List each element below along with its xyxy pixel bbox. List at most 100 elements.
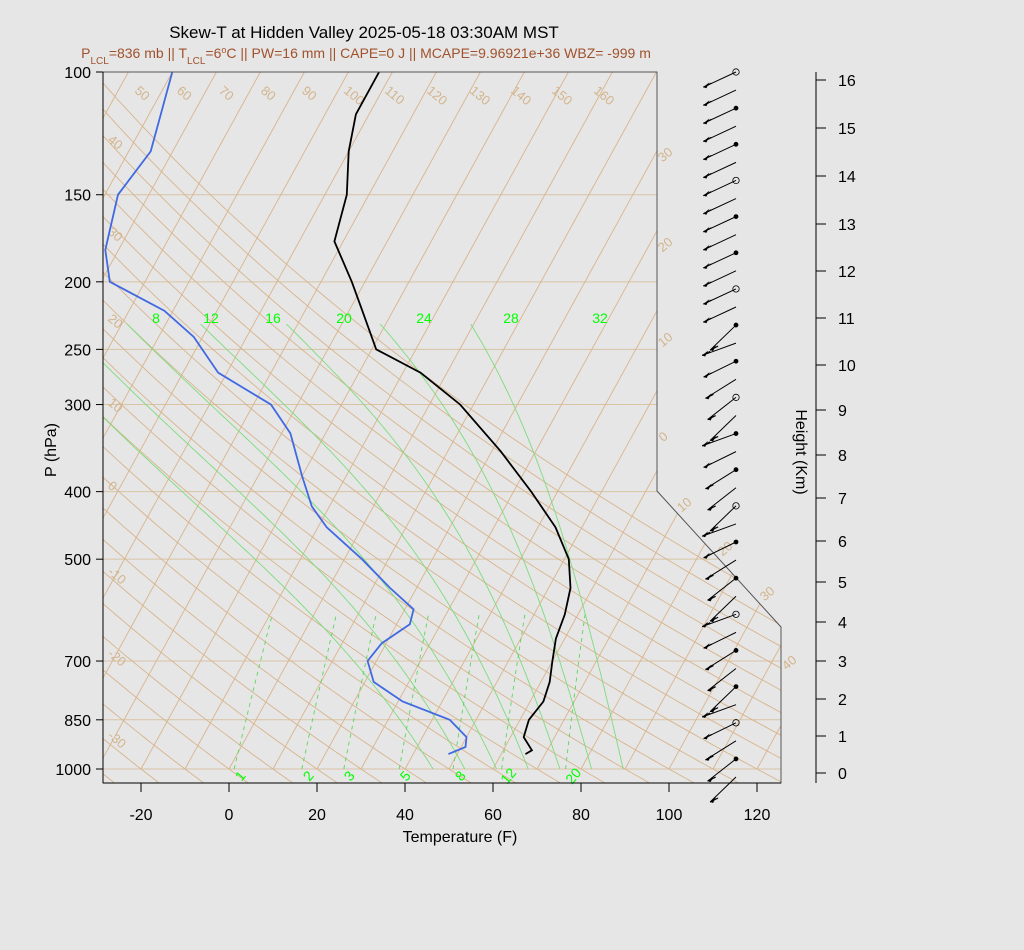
x-tick-label: 100 — [656, 807, 683, 824]
isotherm — [103, 72, 305, 770]
wind-barb — [701, 431, 739, 447]
wind-barbs — [701, 68, 740, 804]
p-tick-label: 500 — [64, 552, 91, 569]
isotherm — [624, 72, 781, 770]
wind-barb — [705, 740, 737, 761]
wind-barb — [701, 610, 740, 628]
isotherm-label: 0 — [656, 428, 671, 444]
p-tick-label: 300 — [64, 398, 91, 415]
height-axis-label: Height (Km) — [792, 409, 809, 494]
moist-adiabat-label: 16 — [265, 310, 281, 326]
isotherm — [103, 72, 437, 770]
wind-barb — [707, 668, 737, 692]
dry-adiabat — [103, 72, 428, 783]
isotherm — [712, 72, 781, 770]
wind-barb — [703, 68, 740, 89]
p-tick-label: 150 — [64, 188, 91, 205]
height-tick-label: 9 — [838, 403, 847, 420]
dry-adiabat — [103, 72, 781, 783]
height-tick-label: 13 — [838, 217, 856, 234]
dry-adiabat — [103, 72, 781, 783]
x-tick-label: 60 — [484, 807, 502, 824]
wind-barb — [703, 306, 737, 324]
isotherm-label: 30 — [757, 583, 778, 604]
height-tick-label: 10 — [838, 358, 856, 375]
dry-adiabat — [103, 72, 781, 783]
dry-adiabat — [103, 72, 781, 783]
wind-barb — [703, 358, 739, 379]
x-tick-label: 120 — [744, 807, 771, 824]
p-tick-label: 200 — [64, 275, 91, 292]
dry-adiabat — [103, 72, 781, 783]
dry-adiabat — [103, 72, 652, 783]
chart-subtitle: PLCL=836 mb || TLCL=6oC || PW=16 mm || C… — [81, 45, 651, 67]
wind-barb — [703, 285, 740, 306]
moist-adiabat — [379, 323, 593, 770]
pressure-axis: 100 150 200 250 300 400 500 700 850 1000 — [55, 65, 104, 783]
isotherm-label: 10 — [674, 494, 695, 515]
moist-adiabat — [126, 323, 497, 770]
dry-adiabat — [103, 72, 781, 783]
wind-barb — [707, 756, 739, 783]
wind-barb — [703, 451, 737, 469]
p-tick-label: 1000 — [55, 762, 91, 779]
moist-adiabat — [103, 323, 434, 770]
dry-adiabat — [103, 72, 781, 783]
p-tick-label: 850 — [64, 713, 91, 730]
profiles — [104, 72, 572, 755]
height-tick-label: 3 — [838, 654, 847, 671]
wind-barb — [701, 704, 737, 719]
wind-barb — [703, 125, 737, 143]
height-tick-label: 4 — [838, 615, 847, 632]
moist-adiabat-label: 8 — [152, 310, 160, 326]
dry-adiabat — [103, 72, 518, 783]
wind-barb — [705, 559, 737, 581]
height-tick-label: 15 — [838, 121, 856, 138]
wind-barb — [703, 141, 739, 161]
wind-barb — [703, 719, 740, 740]
x-tick-label: 0 — [225, 807, 234, 824]
wind-barb — [703, 270, 737, 288]
isotherm — [103, 72, 173, 770]
isotherm-label: 20 — [715, 538, 736, 559]
isotherm — [0, 72, 40, 769]
isotherm — [103, 72, 261, 770]
wind-barb — [701, 342, 737, 357]
isotherm — [103, 72, 393, 770]
height-tick-label: 8 — [838, 448, 847, 465]
wind-barb — [703, 161, 737, 179]
isotherm-label: 40 — [779, 652, 800, 673]
wind-barb — [705, 378, 737, 400]
isotherm — [103, 72, 349, 770]
height-tick-label: 1 — [838, 729, 847, 746]
dry-adiabat — [103, 72, 250, 783]
temperature-profile — [333, 72, 572, 755]
wind-barb — [709, 415, 737, 442]
height-tick-label: 5 — [838, 575, 847, 592]
wind-barb — [701, 523, 737, 538]
dry-adiabat — [103, 72, 607, 783]
wind-barb — [703, 214, 739, 233]
plot-area — [103, 72, 781, 783]
isotherm — [801, 72, 1024, 769]
dry-adiabat — [103, 72, 741, 783]
x-tick-label: 80 — [572, 807, 590, 824]
dry-adiabat — [103, 72, 473, 783]
chart-title: Skew-T at Hidden Valley 2025-05-18 03:30… — [169, 23, 559, 42]
x-axis: -20 0 20 40 60 80 100 120 — [103, 782, 781, 824]
isotherm — [140, 72, 525, 770]
isotherm-label: 30 — [655, 144, 676, 165]
wind-barb — [709, 776, 737, 804]
wind-barb — [709, 502, 740, 532]
moist-adiabat-label: 32 — [592, 310, 608, 326]
dry-adiabat — [103, 72, 295, 783]
wind-barb — [707, 575, 739, 602]
p-tick-label: 400 — [64, 485, 91, 502]
height-tick-label: 14 — [838, 169, 856, 186]
y-axis-label: P (hPa) — [43, 423, 60, 477]
moist-adiabat — [470, 323, 624, 770]
moist-adiabat-label: 12 — [203, 310, 219, 326]
dry-adiabat — [103, 72, 696, 783]
dry-adiabat — [103, 72, 339, 783]
